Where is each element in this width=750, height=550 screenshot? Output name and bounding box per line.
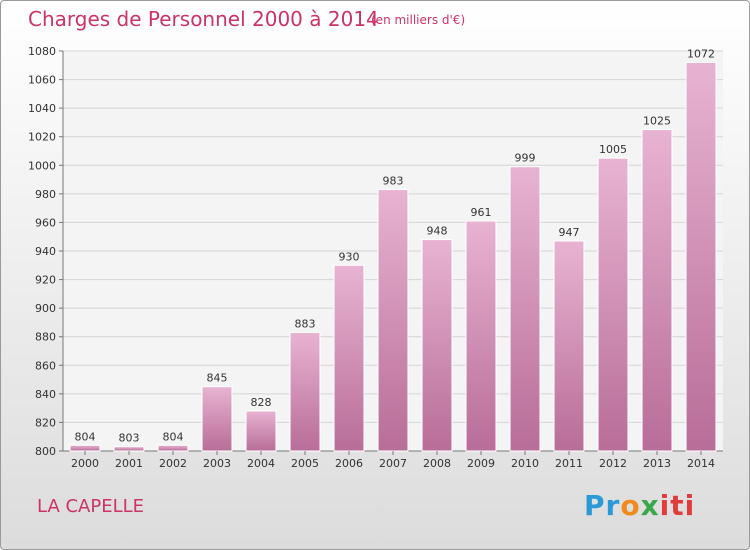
x-tick-label: 2002: [159, 457, 187, 470]
bar-value-label: 845: [207, 372, 228, 385]
bar: [69, 444, 101, 452]
y-tick-label: 1000: [28, 159, 56, 172]
bar-value-label: 804: [163, 430, 184, 443]
y-tick-label: 820: [35, 416, 56, 429]
x-tick-label: 2006: [335, 457, 363, 470]
y-tick-label: 1060: [28, 74, 56, 87]
x-tick-label: 2007: [379, 457, 407, 470]
bar-value-label: 947: [559, 226, 580, 239]
proxiti-logo: Proxiti: [584, 489, 695, 522]
y-tick-label: 920: [35, 274, 56, 287]
y-tick-label: 1040: [28, 102, 56, 115]
x-tick-label: 2008: [423, 457, 451, 470]
logo-part-1: Pr: [584, 489, 621, 522]
bar: [201, 386, 233, 452]
x-tick-label: 2014: [687, 457, 715, 470]
bar: [421, 239, 453, 452]
bar-value-label: 804: [75, 430, 96, 443]
bar-value-label: 999: [515, 152, 536, 165]
x-tick-label: 2009: [467, 457, 495, 470]
bar: [465, 220, 497, 452]
bar-value-label: 803: [119, 432, 140, 445]
bar: [333, 264, 365, 452]
bar: [113, 446, 145, 452]
bar: [641, 129, 673, 452]
y-tick-label: 900: [35, 302, 56, 315]
chart-subtitle: (en milliers d'€): [371, 13, 466, 27]
bar: [597, 157, 629, 452]
x-tick-label: 2011: [555, 457, 583, 470]
x-tick-label: 2005: [291, 457, 319, 470]
y-tick-label: 940: [35, 245, 56, 258]
x-tick-label: 2000: [71, 457, 99, 470]
x-tick-label: 2001: [115, 457, 143, 470]
bar-value-label: 961: [471, 206, 492, 219]
y-tick-label: 840: [35, 388, 56, 401]
bar: [157, 444, 189, 452]
chart-title: Charges de Personnel 2000 à 2014: [28, 7, 379, 31]
x-tick-label: 2004: [247, 457, 275, 470]
bar-value-label: 1025: [643, 115, 671, 128]
y-tick-label: 980: [35, 188, 56, 201]
y-tick-label: 1020: [28, 131, 56, 144]
bar-value-label: 930: [339, 250, 360, 263]
x-tick-label: 2013: [643, 457, 671, 470]
logo-part-3: x: [640, 489, 660, 522]
place-name: LA CAPELLE: [37, 496, 145, 517]
x-tick-label: 2010: [511, 457, 539, 470]
y-tick-label: 880: [35, 331, 56, 344]
bar-value-label: 1072: [687, 47, 715, 60]
y-tick-label: 960: [35, 216, 56, 229]
x-tick-label: 2012: [599, 457, 627, 470]
y-tick-label: 800: [35, 445, 56, 458]
bar: [245, 410, 277, 452]
bar: [509, 166, 541, 452]
bar: [685, 61, 717, 452]
bar: [289, 331, 321, 452]
bar: [553, 240, 585, 452]
logo-part-2: o: [620, 489, 641, 522]
bar-value-label: 883: [295, 317, 316, 330]
bar-value-label: 983: [383, 175, 404, 188]
x-tick-label: 2003: [203, 457, 231, 470]
logo-part-4: iti: [659, 489, 696, 522]
bar-value-label: 1005: [599, 143, 627, 156]
bar-value-label: 828: [251, 396, 272, 409]
y-tick-label: 1080: [28, 45, 56, 58]
bar-value-label: 948: [427, 225, 448, 238]
y-tick-label: 860: [35, 359, 56, 372]
bar: [377, 189, 409, 452]
